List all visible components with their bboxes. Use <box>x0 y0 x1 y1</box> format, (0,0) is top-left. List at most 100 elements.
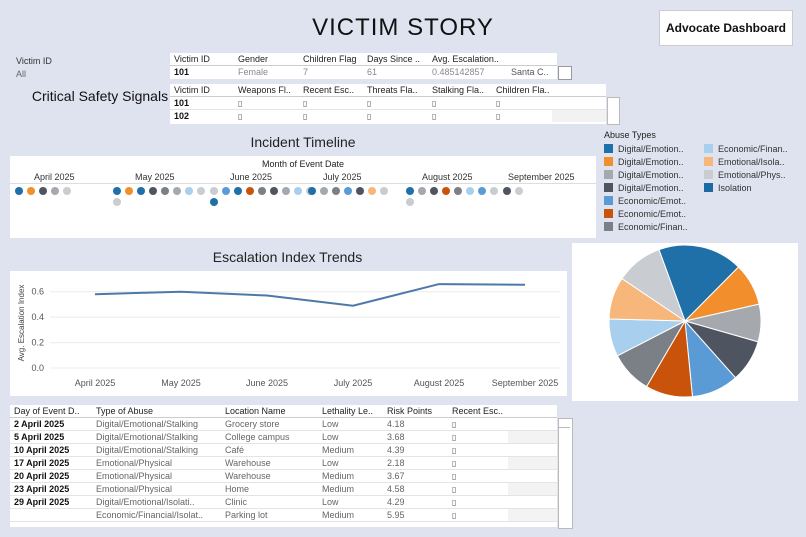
legend-item[interactable]: Economic/Finan.. <box>704 142 804 155</box>
y-axis-label: Avg. Escalation Index <box>17 285 26 362</box>
table-row[interactable]: 2 April 2025 Digital/Emotional/Stalking Gr… <box>10 417 557 431</box>
timeline-event-dot[interactable] <box>368 187 376 195</box>
table-row[interactable]: 17 April 2025 Emotional/Physical Warehouse… <box>10 456 557 470</box>
incident-timeline-title: Incident Timeline <box>250 134 356 150</box>
timeline-event-dot[interactable] <box>515 187 523 195</box>
x-tick-label: August 2025 <box>414 378 465 388</box>
cell-lethality: Low <box>318 495 383 509</box>
timeline-event-dot[interactable] <box>161 187 169 195</box>
timeline-event-dot[interactable] <box>356 187 364 195</box>
timeline-event-dot[interactable] <box>294 187 302 195</box>
legend-swatch <box>704 157 713 166</box>
y-tick-label: 0.4 <box>31 312 44 322</box>
advocate-dashboard-button[interactable]: Advocate Dashboard <box>659 10 793 46</box>
table-row[interactable]: 10 April 2025 Digital/Emotional/Stalking C… <box>10 443 557 457</box>
timeline-event-dot[interactable] <box>210 187 218 195</box>
pie-slice[interactable] <box>621 248 686 323</box>
timeline-event-dot[interactable] <box>320 187 328 195</box>
timeline-event-dot[interactable] <box>478 187 486 195</box>
timeline-event-dot[interactable] <box>380 187 388 195</box>
detail-col-recent-esc: Recent Esc.. <box>452 406 504 416</box>
legend-swatch <box>704 183 713 192</box>
timeline-event-dot[interactable] <box>15 187 23 195</box>
timeline-event-dot[interactable] <box>210 198 218 206</box>
cell-risk-points: 4.18 <box>383 417 448 431</box>
timeline-event-dot[interactable] <box>197 187 205 195</box>
timeline-event-dot[interactable] <box>137 187 145 195</box>
legend-label: Digital/Emotion.. <box>618 143 684 154</box>
legend-item[interactable]: Economic/Emot.. <box>604 207 704 220</box>
y-tick-label: 0.2 <box>31 338 44 348</box>
table-row[interactable]: Economic/Financial/Isolat.. Parking lot Me… <box>10 508 557 522</box>
col-days-since: Days Since .. <box>367 54 421 64</box>
cell-date: 5 April 2025 <box>10 430 92 444</box>
timeline-event-dot[interactable] <box>173 187 181 195</box>
timeline-event-dot[interactable] <box>503 187 511 195</box>
flag-glyph: ▯ <box>496 111 501 121</box>
timeline-event-dot[interactable] <box>442 187 450 195</box>
legend-item[interactable]: Economic/Emot.. <box>604 194 704 207</box>
timeline-event-dot[interactable] <box>332 187 340 195</box>
detail-col-risk: Risk Points <box>387 406 433 416</box>
timeline-event-dot[interactable] <box>185 187 193 195</box>
legend-item[interactable]: Digital/Emotion.. <box>604 142 704 155</box>
signals-scrollbar[interactable] <box>607 97 620 125</box>
timeline-event-dot[interactable] <box>222 187 230 195</box>
legend-item[interactable]: Isolation <box>704 181 804 194</box>
legend-item[interactable]: Emotional/Phys.. <box>704 168 804 181</box>
pie-slice[interactable] <box>658 244 740 322</box>
scrollbar-thumb[interactable] <box>559 419 570 428</box>
timeline-event-dot[interactable] <box>258 187 266 195</box>
timeline-event-dot[interactable] <box>125 187 133 195</box>
timeline-event-dot[interactable] <box>454 187 462 195</box>
legend-item[interactable]: Digital/Emotion.. <box>604 181 704 194</box>
escalation-line-chart: 0.6 0.4 0.2 0.0 April 2025 May 2025 June 2025 J… <box>17 283 560 388</box>
timeline-event-dot[interactable] <box>246 187 254 195</box>
legend-item[interactable]: Digital/Emotion.. <box>604 168 704 181</box>
timeline-event-dot[interactable] <box>430 187 438 195</box>
cell-lethality: Low <box>318 417 383 431</box>
timeline-event-dot[interactable] <box>308 187 316 195</box>
timeline-event-dot[interactable] <box>149 187 157 195</box>
timeline-event-dot[interactable] <box>39 187 47 195</box>
table-row[interactable]: 20 April 2025 Emotional/Physical Warehouse… <box>10 469 557 483</box>
table-row[interactable]: 23 April 2025 Emotional/Physical Home Mediu… <box>10 482 557 496</box>
timeline-month-label: June 2025 <box>230 172 273 182</box>
timeline-event-dot[interactable] <box>418 187 426 195</box>
timeline-event-dot[interactable] <box>27 187 35 195</box>
x-tick-label: July 2025 <box>334 378 373 388</box>
timeline-event-dot[interactable] <box>51 187 59 195</box>
cell-abuse-type: Emotional/Physical <box>92 469 221 483</box>
timeline-event-dot[interactable] <box>270 187 278 195</box>
cell-abuse-type: Digital/Emotional/Stalking <box>92 430 221 444</box>
timeline-event-dot[interactable] <box>282 187 290 195</box>
cell-location: College campus <box>221 430 318 444</box>
timeline-event-dot[interactable] <box>63 187 71 195</box>
victim-id-filter-value[interactable]: All <box>16 69 27 79</box>
timeline-event-dot[interactable] <box>113 198 121 206</box>
legend-item[interactable]: Emotional/Isola.. <box>704 155 804 168</box>
timeline-event-dot[interactable] <box>406 187 414 195</box>
signals-col-weapons: Weapons Fl.. <box>238 85 291 95</box>
timeline-event-dot[interactable] <box>490 187 498 195</box>
timeline-event-dot[interactable] <box>234 187 242 195</box>
legend-item[interactable]: Digital/Emotion.. <box>604 155 704 168</box>
escalation-series-line[interactable] <box>94 283 526 307</box>
x-tick-label: April 2025 <box>75 378 116 388</box>
summary-checkbox[interactable] <box>558 66 572 80</box>
legend-item[interactable]: Economic/Finan.. <box>604 220 704 233</box>
col-gender: Gender <box>238 54 269 64</box>
detail-table-scrollbar[interactable] <box>558 418 573 529</box>
timeline-event-dot[interactable] <box>113 187 121 195</box>
legend-label: Economic/Emot.. <box>618 195 687 206</box>
timeline-event-dot[interactable] <box>466 187 474 195</box>
table-row[interactable]: 29 April 2025 Digital/Emotional/Isolati..… <box>10 495 557 509</box>
table-row[interactable]: 5 April 2025 Digital/Emotional/Stalking Co… <box>10 430 557 444</box>
legend-label: Digital/Emotion.. <box>618 169 684 180</box>
flag-glyph: ▯ <box>448 469 508 483</box>
timeline-event-dot[interactable] <box>344 187 352 195</box>
flag-glyph: ▯ <box>428 96 492 110</box>
cell-location: Grocery store <box>221 417 318 431</box>
timeline-event-dot[interactable] <box>406 198 414 206</box>
signals-row-id: 101 <box>170 96 234 110</box>
